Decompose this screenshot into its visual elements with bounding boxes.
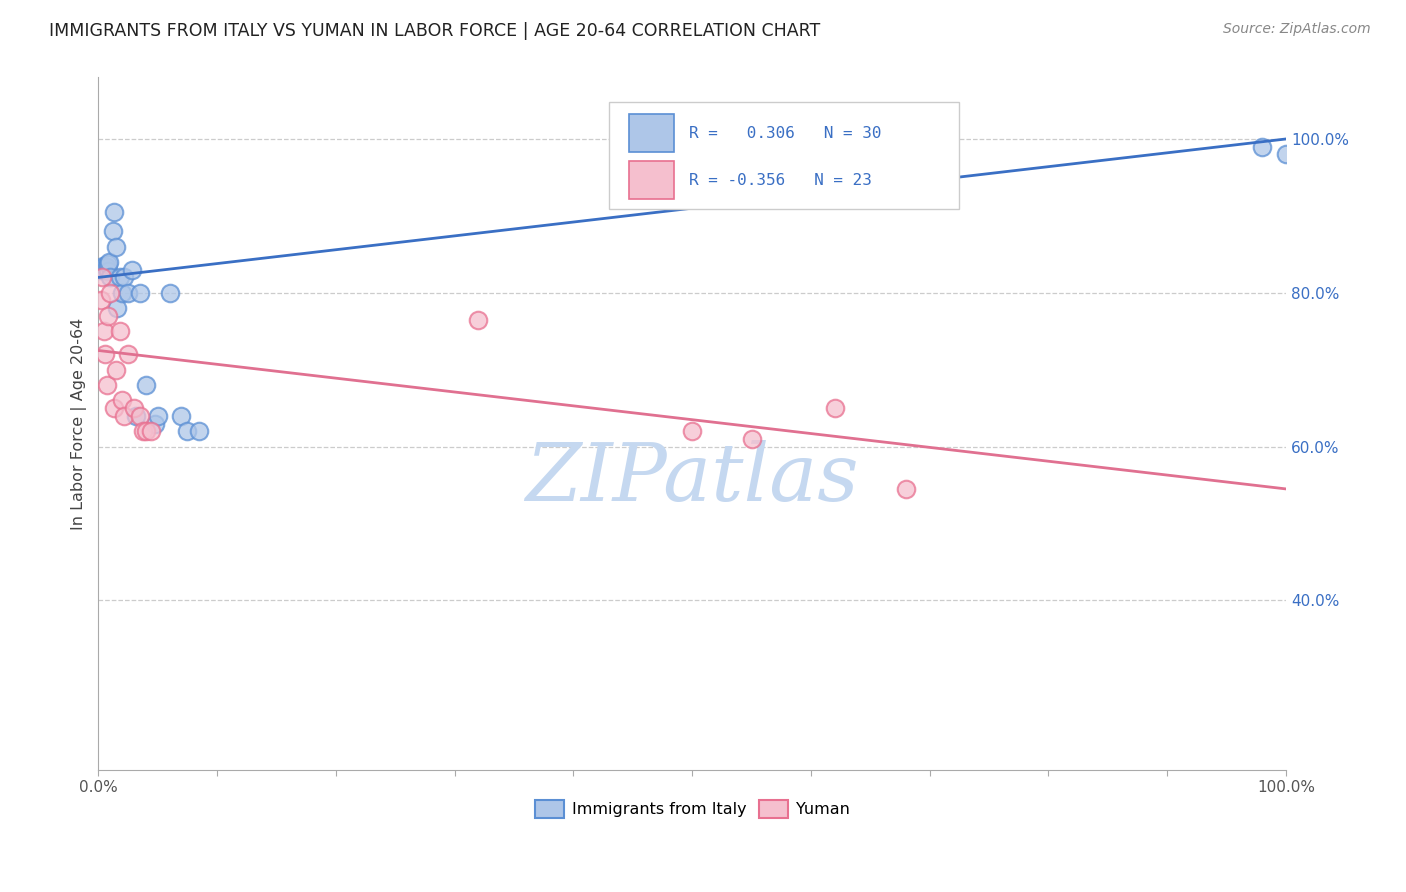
Point bbox=[146, 409, 169, 423]
Point bbox=[467, 312, 489, 326]
Point bbox=[111, 393, 134, 408]
Point bbox=[159, 285, 181, 300]
Point bbox=[96, 378, 118, 392]
Point bbox=[741, 432, 763, 446]
Point bbox=[824, 401, 846, 416]
Point bbox=[143, 417, 166, 431]
Point bbox=[103, 205, 125, 219]
Text: Source: ZipAtlas.com: Source: ZipAtlas.com bbox=[1223, 22, 1371, 37]
Point bbox=[188, 424, 211, 438]
Point bbox=[894, 482, 917, 496]
Point bbox=[135, 424, 157, 438]
Y-axis label: In Labor Force | Age 20-64: In Labor Force | Age 20-64 bbox=[72, 318, 87, 530]
Point bbox=[97, 257, 120, 271]
Point bbox=[121, 262, 143, 277]
Point bbox=[108, 324, 131, 338]
Point bbox=[108, 270, 131, 285]
Point bbox=[681, 424, 703, 438]
Point bbox=[98, 270, 121, 285]
Point bbox=[125, 409, 148, 423]
Point bbox=[91, 259, 114, 273]
Point bbox=[105, 301, 128, 315]
Point bbox=[114, 270, 136, 285]
Point bbox=[98, 255, 121, 269]
Point bbox=[129, 409, 152, 423]
Point bbox=[96, 260, 118, 275]
Text: ZIPatlas: ZIPatlas bbox=[526, 440, 859, 517]
Legend: Immigrants from Italy, Yuman: Immigrants from Italy, Yuman bbox=[529, 794, 856, 824]
Point bbox=[90, 261, 112, 276]
Point bbox=[129, 285, 152, 300]
Text: R =   0.306   N = 30: R = 0.306 N = 30 bbox=[689, 126, 882, 141]
Point bbox=[176, 424, 198, 438]
Point bbox=[132, 424, 155, 438]
Point bbox=[170, 409, 193, 423]
Point bbox=[103, 401, 125, 416]
Point bbox=[90, 270, 112, 285]
Point bbox=[101, 224, 124, 238]
Point bbox=[111, 285, 134, 300]
Point bbox=[94, 347, 117, 361]
Point bbox=[117, 285, 139, 300]
Point bbox=[114, 409, 136, 423]
Point bbox=[139, 424, 162, 438]
Point bbox=[1275, 147, 1298, 161]
Point bbox=[93, 324, 115, 338]
Text: IMMIGRANTS FROM ITALY VS YUMAN IN LABOR FORCE | AGE 20-64 CORRELATION CHART: IMMIGRANTS FROM ITALY VS YUMAN IN LABOR … bbox=[49, 22, 821, 40]
Point bbox=[122, 401, 145, 416]
Point bbox=[135, 378, 157, 392]
Point bbox=[105, 240, 128, 254]
Point bbox=[97, 264, 120, 278]
Point bbox=[105, 362, 128, 376]
Point bbox=[89, 262, 111, 277]
Point bbox=[93, 262, 115, 277]
Point bbox=[97, 309, 120, 323]
Text: R = -0.356   N = 23: R = -0.356 N = 23 bbox=[689, 173, 872, 188]
FancyBboxPatch shape bbox=[609, 102, 959, 209]
Point bbox=[117, 347, 139, 361]
FancyBboxPatch shape bbox=[630, 114, 675, 153]
Point bbox=[1251, 139, 1274, 153]
Point bbox=[90, 293, 112, 308]
Point bbox=[98, 285, 121, 300]
FancyBboxPatch shape bbox=[630, 161, 675, 200]
Point bbox=[94, 259, 117, 273]
